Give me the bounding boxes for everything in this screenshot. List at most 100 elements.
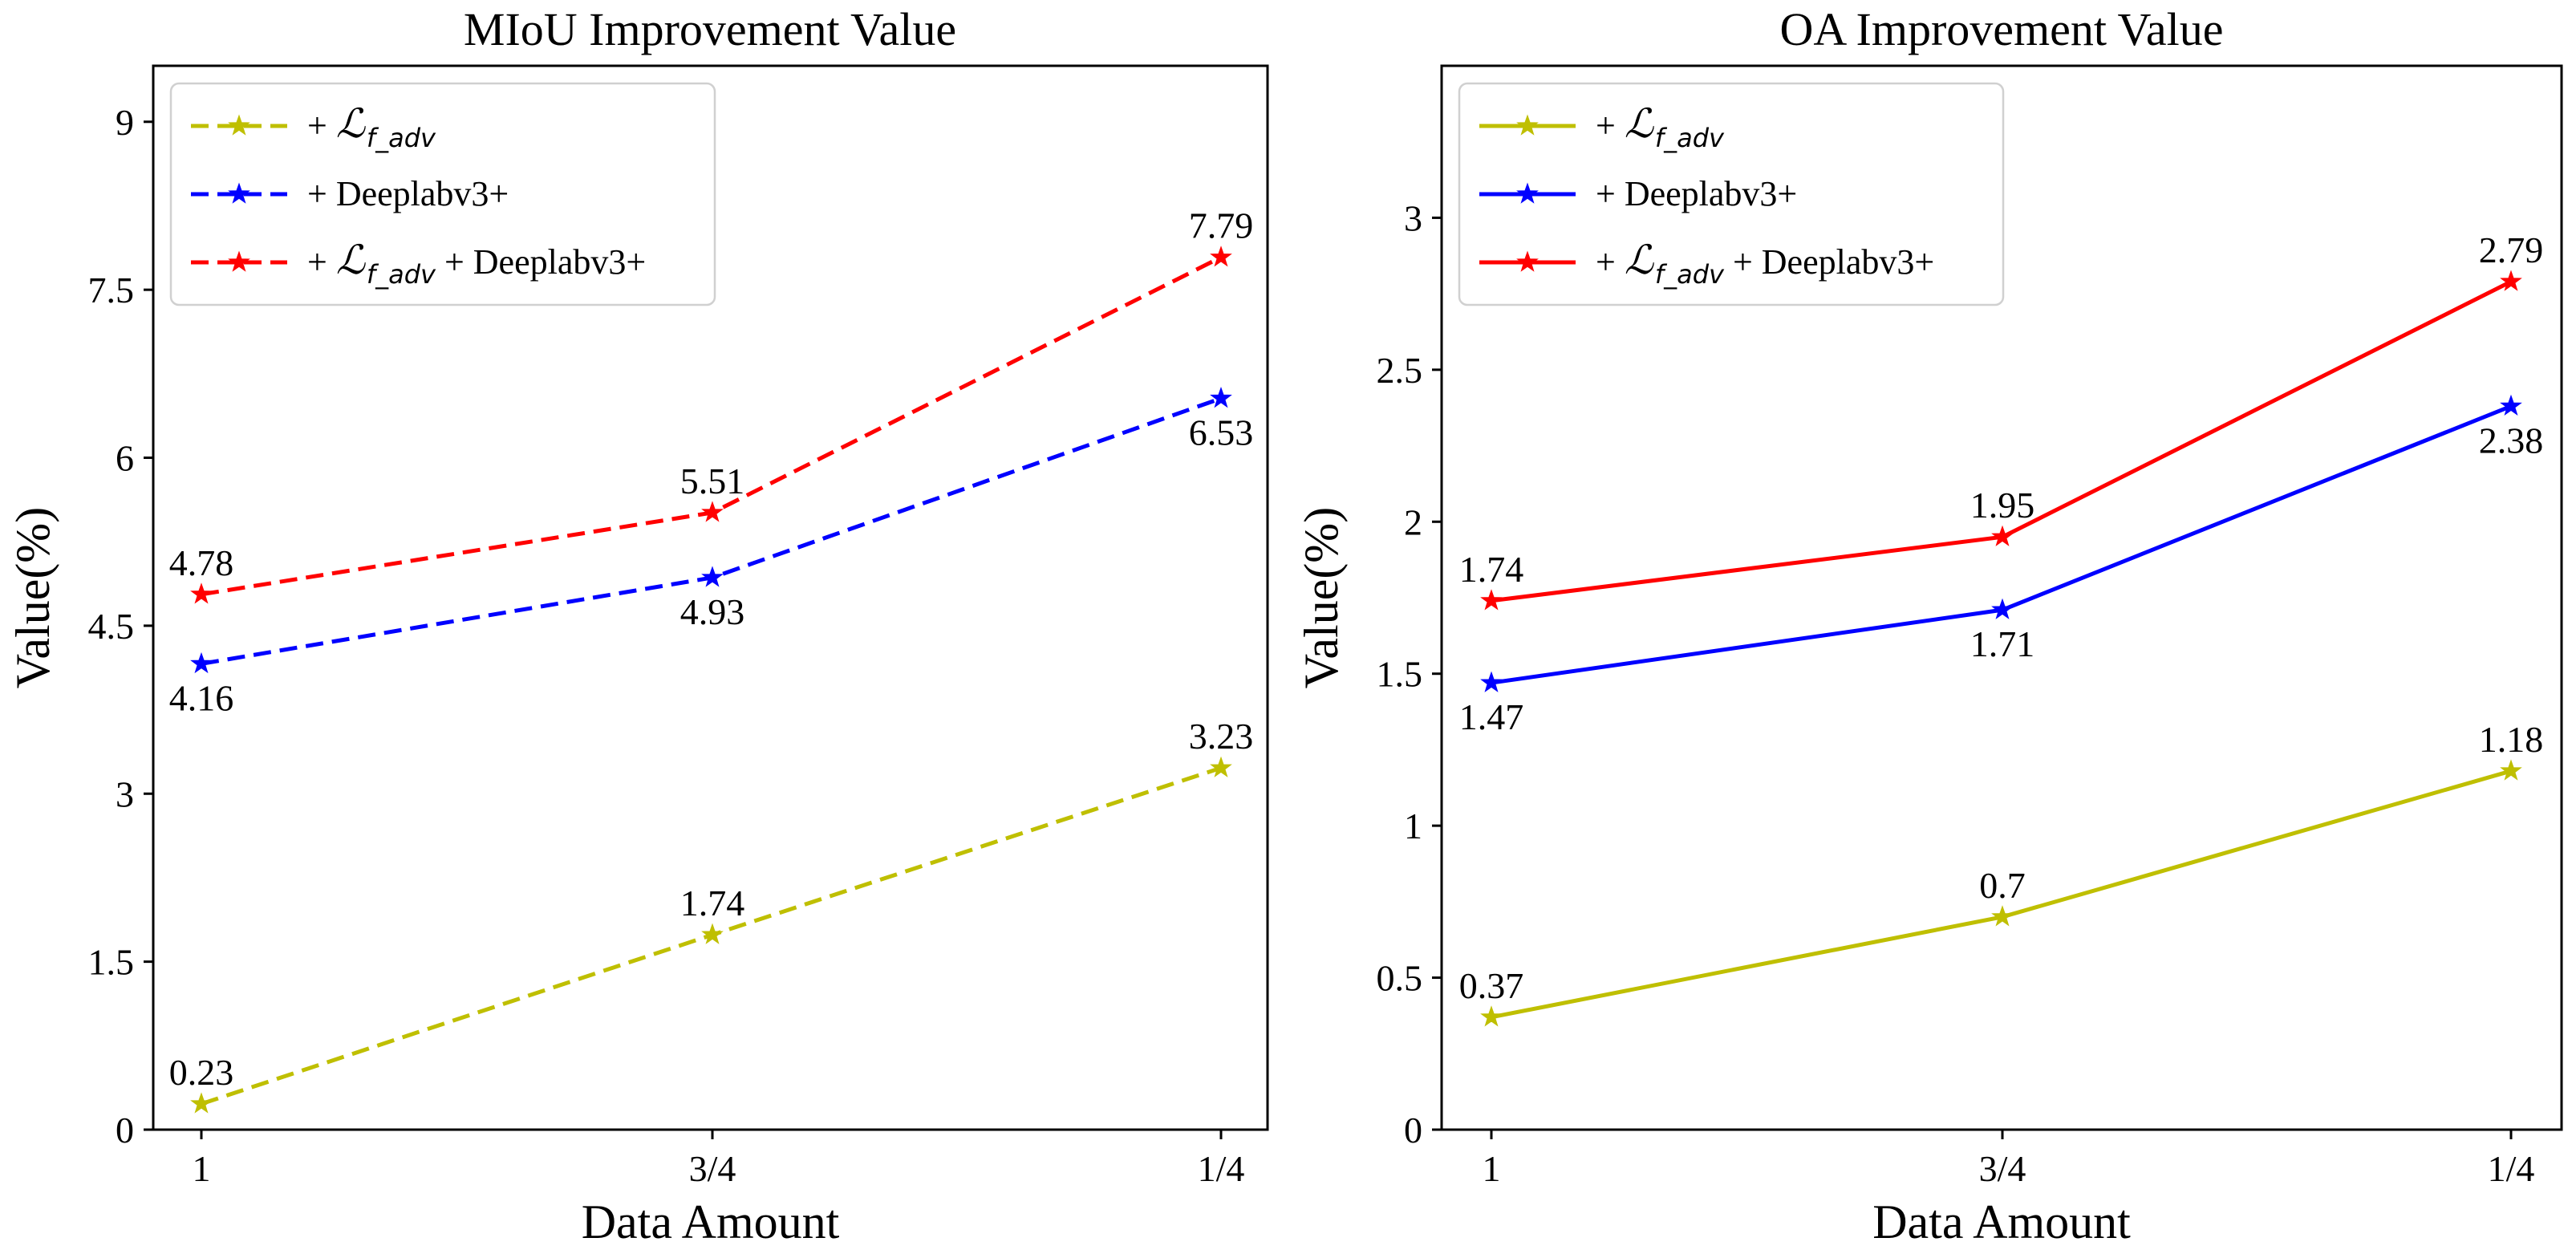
legend: + ℒf_adv+ Deeplabv3++ ℒf_adv + Deeplabv3…: [169, 82, 716, 306]
legend-loss-subscript: f_adv: [367, 259, 436, 290]
data-point-star: [1210, 246, 1232, 267]
legend-suffix: + Deeplabv3+: [1724, 242, 1934, 282]
legend-star: [228, 250, 250, 272]
data-point-star: [701, 501, 724, 522]
data-point-star: [701, 923, 724, 944]
y-tick-label: 9: [116, 102, 134, 143]
legend-star: [228, 182, 250, 204]
data-label: 1.74: [1459, 549, 1524, 590]
data-point-star: [1480, 589, 1503, 611]
data-label: 7.79: [1189, 205, 1254, 246]
legend-star: [1516, 114, 1539, 136]
data-label: 1.18: [2479, 719, 2544, 760]
data-point-star: [190, 1092, 213, 1114]
data-label: 1.74: [680, 883, 745, 923]
x-axis-label: Data Amount: [582, 1195, 840, 1248]
x-tick-label: 3/4: [689, 1148, 736, 1189]
y-axis-label: Value(%): [1295, 507, 1348, 689]
y-tick-label: 0: [116, 1110, 134, 1151]
data-point-star: [1991, 598, 2014, 619]
data-label: 6.53: [1189, 412, 1254, 453]
legend-label: + ℒf_adv + Deeplabv3+: [307, 237, 646, 290]
series-line: [1491, 279, 2513, 603]
legend-star: [1516, 182, 1539, 204]
series-1: 0.23 1.74 3.23: [169, 716, 1254, 1114]
y-tick-label: 1.5: [88, 942, 135, 983]
data-label: 1.47: [1459, 696, 1524, 737]
legend-suffix: + Deeplabv3+: [436, 242, 646, 282]
legend-label: + ℒf_adv: [1596, 100, 1725, 153]
series-3: 4.78 5.51 7.79: [169, 205, 1254, 604]
legend-star: [1516, 250, 1539, 272]
data-label: 1.95: [1970, 485, 2035, 526]
data-label: 2.38: [2479, 420, 2544, 461]
legend-prefix: + Deeplabv3+: [1596, 174, 1797, 213]
legend-loss-subscript: f_adv: [1655, 259, 1725, 290]
x-tick-label: 1/4: [2488, 1148, 2535, 1189]
data-label: 4.16: [169, 677, 234, 718]
legend-box: [169, 82, 716, 306]
y-tick-label: 7.5: [88, 270, 135, 310]
y-tick-label: 2: [1404, 501, 1422, 542]
legend-entry-1: + ℒf_adv: [1479, 100, 1725, 153]
x-tick-label: 3/4: [1979, 1148, 2026, 1189]
data-label: 0.37: [1459, 965, 1524, 1006]
legend-label: + ℒf_adv + Deeplabv3+: [1596, 237, 1934, 290]
chart-panel-1: MIoU Improvement Value 0 1.5 3 4.5 6 7.5 9 1 3/4 1…: [6, 3, 1269, 1248]
legend-prefix: +: [1596, 242, 1625, 282]
legend-prefix: +: [307, 242, 336, 282]
data-label: 5.51: [680, 461, 745, 501]
data-point-star: [701, 566, 724, 587]
legend-label: + Deeplabv3+: [1596, 174, 1797, 213]
legend-entry-2: + Deeplabv3+: [191, 174, 509, 213]
x-axis-label: Data Amount: [1872, 1195, 2131, 1248]
legend-loss-symbol: ℒ: [336, 237, 366, 283]
data-label: 4.78: [169, 542, 234, 583]
legend-prefix: +: [1596, 106, 1625, 145]
data-point-star: [190, 651, 213, 674]
legend-entry-2: + Deeplabv3+: [1479, 174, 1797, 213]
data-point-star: [1210, 756, 1232, 777]
data-point-star: [1480, 671, 1503, 692]
data-point-star: [1210, 386, 1232, 408]
chart-title: OA Improvement Value: [1779, 3, 2223, 55]
series-2: 4.16 4.93 6.53: [169, 386, 1254, 718]
data-label: 4.93: [680, 591, 745, 632]
data-label: 2.79: [2479, 229, 2544, 270]
y-tick-label: 2.5: [1377, 350, 1423, 391]
y-tick-label: 3: [1404, 197, 1422, 238]
legend-loss-subscript: f_adv: [367, 123, 436, 153]
y-tick-label: 1: [1404, 806, 1422, 846]
data-point-star: [1991, 525, 2014, 546]
legend-box: [1458, 82, 2005, 306]
series-line: [201, 255, 1223, 597]
legend-entry-3: + ℒf_adv + Deeplabv3+: [191, 237, 646, 290]
series-3: 1.74 1.95 2.79: [1459, 229, 2544, 611]
legend-entry-3: + ℒf_adv + Deeplabv3+: [1479, 237, 1934, 290]
legend-star: [228, 114, 250, 136]
y-axis-label: Value(%): [6, 507, 59, 689]
legend-label: + Deeplabv3+: [307, 174, 509, 213]
series-1: 0.37 0.7 1.18: [1459, 719, 2544, 1027]
data-label: 3.23: [1189, 716, 1254, 757]
legend-prefix: + Deeplabv3+: [307, 174, 509, 213]
plot-frame: [152, 64, 1269, 1131]
series-2: 1.47 1.71 2.38: [1459, 394, 2544, 737]
legend: + ℒf_adv+ Deeplabv3++ ℒf_adv + Deeplabv3…: [1458, 82, 2005, 306]
x-tick-label: 1: [1483, 1148, 1501, 1189]
legend-label: + ℒf_adv: [307, 100, 436, 153]
legend-loss-symbol: ℒ: [1625, 237, 1654, 283]
data-label: 1.71: [1970, 623, 2035, 664]
y-tick-label: 3: [116, 773, 134, 814]
x-tick-label: 1/4: [1198, 1148, 1245, 1189]
data-label: 0.23: [169, 1052, 234, 1093]
data-point-star: [2500, 270, 2522, 291]
chart-panel-2: OA Improvement Value 0 0.5 1 1.5 2 2.5 3 1 3/4 1/4…: [1295, 3, 2563, 1248]
legend-loss-symbol: ℒ: [336, 100, 366, 147]
data-point-star: [2500, 759, 2522, 781]
legend-loss-symbol: ℒ: [1625, 100, 1654, 147]
y-tick-label: 6: [116, 438, 134, 479]
data-point-star: [1480, 1005, 1503, 1027]
y-tick-label: 1.5: [1377, 654, 1423, 695]
